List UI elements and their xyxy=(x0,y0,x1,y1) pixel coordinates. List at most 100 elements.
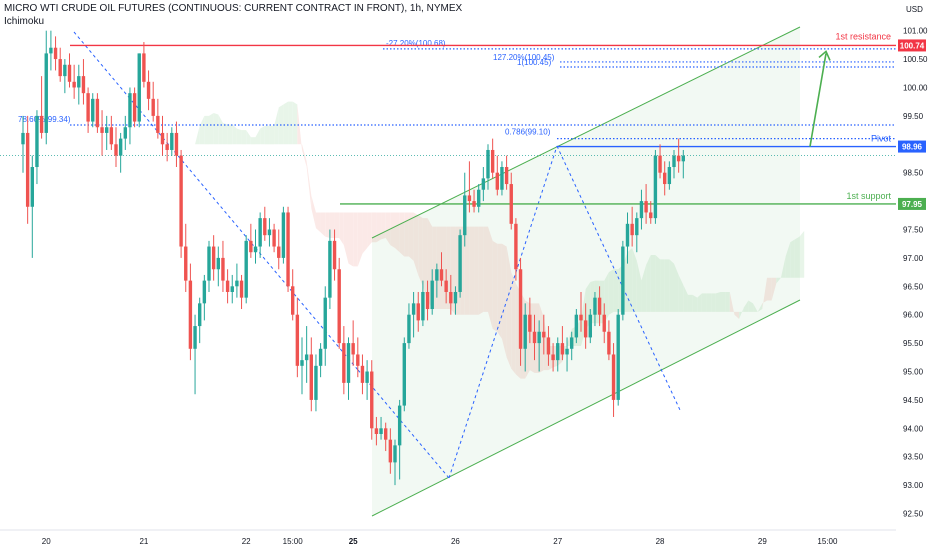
candle-body xyxy=(156,115,160,133)
price-tag-bg xyxy=(898,39,926,52)
candle xyxy=(53,36,58,71)
candle-body xyxy=(597,297,602,315)
candle-body xyxy=(188,280,193,349)
candle xyxy=(221,240,225,292)
candle-body xyxy=(207,246,211,281)
cloud-segment xyxy=(646,255,651,312)
cloud-segment xyxy=(390,212,395,248)
key-levels: 1st resistance Pivot 1st support xyxy=(70,31,896,205)
candle xyxy=(430,269,434,315)
cloud-segment xyxy=(539,303,544,373)
cloud-segment xyxy=(743,300,749,312)
candle-body xyxy=(318,348,323,366)
candle-body xyxy=(653,155,658,219)
candle-body xyxy=(658,155,662,173)
candle xyxy=(611,343,616,417)
candle xyxy=(263,206,267,241)
cloud-segment xyxy=(785,242,791,278)
candle xyxy=(63,59,67,94)
candle xyxy=(360,354,365,395)
candle xyxy=(630,206,634,247)
y-tick-label: 99.50 xyxy=(903,112,924,121)
cloud-segment xyxy=(469,226,475,315)
candle xyxy=(230,274,234,304)
cloud-segment xyxy=(404,212,409,257)
candle xyxy=(193,314,197,395)
candle-body xyxy=(407,314,411,344)
candle-body xyxy=(174,132,179,156)
y-tick-label: 95.00 xyxy=(903,368,924,377)
candle-body xyxy=(114,144,118,156)
cloud-segment xyxy=(385,212,391,246)
cloud-segment xyxy=(302,144,307,168)
cloud-segment xyxy=(213,113,219,145)
candle xyxy=(621,240,625,321)
cloud-segment xyxy=(488,226,493,329)
y-tick-label: 95.50 xyxy=(903,339,924,348)
candle xyxy=(137,53,141,128)
cloud-segment xyxy=(255,128,261,145)
candle-body xyxy=(551,354,555,361)
candle-body xyxy=(430,280,434,310)
candle xyxy=(91,93,95,128)
cloud-segment xyxy=(497,243,502,339)
candle-body xyxy=(184,246,188,281)
candle xyxy=(67,53,72,88)
cloud-segment xyxy=(436,226,442,310)
candle xyxy=(653,149,658,224)
candle-body xyxy=(570,337,574,349)
candle xyxy=(25,115,30,224)
candle xyxy=(244,235,248,304)
candle xyxy=(439,252,444,287)
x-tick-label: 26 xyxy=(451,537,460,546)
candle xyxy=(184,223,188,292)
candle xyxy=(532,314,537,361)
cloud-segment xyxy=(264,125,270,145)
candle-body xyxy=(86,93,90,122)
candle-body xyxy=(281,212,286,258)
candle-body xyxy=(323,297,327,349)
x-tick-label: 20 xyxy=(42,537,51,546)
candle xyxy=(258,212,262,258)
candle-body xyxy=(602,314,606,332)
support-label: 1st support xyxy=(846,191,891,201)
candle xyxy=(467,161,472,213)
candle-body xyxy=(286,212,290,287)
cloud-segment xyxy=(478,226,484,315)
candle xyxy=(458,229,462,298)
y-tick-label: 93.00 xyxy=(903,481,924,490)
candle-body xyxy=(384,428,388,440)
cloud-segment xyxy=(767,277,772,301)
cloud-segment xyxy=(650,255,656,312)
candle-body xyxy=(463,195,467,236)
cloud-segment xyxy=(669,259,674,312)
candle xyxy=(495,155,499,196)
projection-arrow xyxy=(809,50,831,147)
candle-body xyxy=(216,257,220,270)
candle xyxy=(583,303,588,349)
cloud-segment xyxy=(678,274,684,312)
candle xyxy=(602,303,606,344)
cloud-segment xyxy=(353,212,358,267)
candle-body xyxy=(67,64,72,82)
candle xyxy=(444,269,448,304)
candle-body xyxy=(81,76,86,94)
candle-body xyxy=(100,127,104,133)
cloud-segment xyxy=(329,212,335,239)
candle xyxy=(300,337,304,395)
cloud-segment xyxy=(506,246,512,369)
cloud-segment xyxy=(753,303,758,312)
candle-body xyxy=(146,81,151,99)
y-tick-label: 92.50 xyxy=(903,510,924,519)
cloud-segment xyxy=(739,307,744,319)
candle-body xyxy=(53,47,58,60)
cloud-segment xyxy=(209,113,214,145)
cloud-segment xyxy=(794,236,800,278)
candle-body xyxy=(267,229,272,236)
cloud-segment xyxy=(720,291,726,312)
candle xyxy=(518,257,523,366)
zigzag-leg xyxy=(448,145,558,479)
candle-body xyxy=(193,326,197,349)
candle-body xyxy=(565,348,569,355)
